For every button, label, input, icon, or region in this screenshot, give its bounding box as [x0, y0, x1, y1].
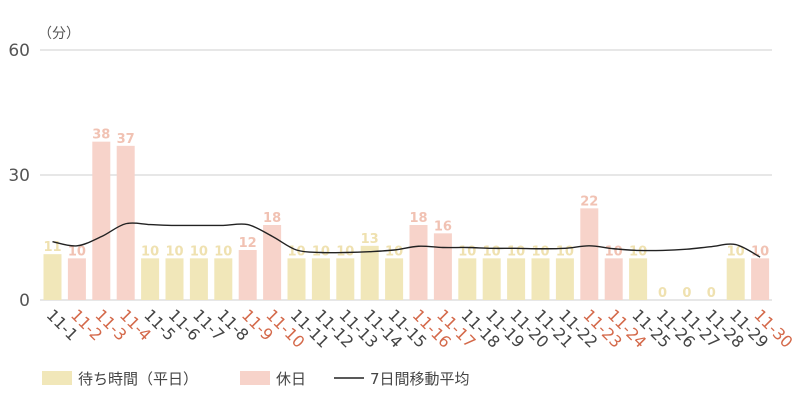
data-label-11-4: 37 [117, 132, 135, 147]
bar-11-15 [385, 258, 404, 300]
bar-11-4 [116, 145, 135, 300]
data-label-11-19: 10 [483, 244, 501, 259]
bar-11-23 [580, 208, 599, 300]
unit-label: （分） [38, 26, 80, 42]
legend-label-moving-average: 7日間移動平均 [370, 370, 470, 388]
bar-11-6 [165, 258, 184, 300]
bar-11-7 [189, 258, 208, 300]
bar-11-29 [726, 258, 745, 300]
data-label-11-29: 10 [727, 244, 745, 259]
data-label-11-27: 0 [682, 286, 691, 301]
data-label-11-1: 11 [43, 240, 61, 255]
y-tick-60: 60 [8, 41, 30, 61]
bar-11-25 [629, 258, 648, 300]
data-label-11-22: 10 [556, 244, 574, 259]
bar-11-9 [238, 250, 257, 300]
data-label-11-7: 10 [190, 244, 208, 259]
x-axis-ticks: 11-111-211-311-411-511-611-711-811-911-1… [43, 305, 797, 351]
data-label-11-17: 16 [434, 219, 452, 234]
data-label-11-6: 10 [165, 244, 183, 259]
bar-11-16 [409, 225, 428, 300]
bar-11-18 [458, 258, 477, 300]
bar-11-19 [482, 258, 501, 300]
data-label-11-14: 13 [361, 232, 379, 247]
legend-swatch-weekday [42, 371, 72, 385]
bar-11-10 [263, 225, 282, 300]
legend-label-holiday: 休日 [276, 370, 306, 388]
bar-11-8 [214, 258, 233, 300]
data-label-11-3: 38 [92, 128, 110, 143]
data-label-11-26: 0 [658, 286, 667, 301]
data-label-11-30: 10 [751, 244, 769, 259]
bar-11-13 [336, 258, 355, 300]
moving-average-line [52, 222, 761, 258]
data-label-11-20: 10 [507, 244, 525, 259]
bars [43, 141, 770, 300]
y-axis-ticks: 0 30 60 [8, 41, 30, 311]
bar-11-24 [604, 258, 623, 300]
y-tick-0: 0 [19, 291, 30, 311]
legend: 待ち時間（平日） 休日 7日間移動平均 [42, 370, 470, 388]
bar-11-11 [287, 258, 306, 300]
bar-11-17 [433, 233, 452, 300]
data-label-11-10: 18 [263, 211, 281, 226]
data-label-11-9: 12 [239, 236, 257, 251]
data-label-11-2: 10 [68, 244, 86, 259]
bar-11-21 [531, 258, 550, 300]
bar-11-3 [92, 141, 111, 300]
y-tick-30: 30 [8, 166, 30, 186]
legend-swatch-holiday [240, 371, 270, 385]
legend-label-weekday: 待ち時間（平日） [78, 370, 198, 388]
grid-lines [40, 49, 772, 301]
data-label-11-15: 10 [385, 244, 403, 259]
data-label-11-21: 10 [531, 244, 549, 259]
bar-11-5 [141, 258, 160, 300]
bar-11-12 [311, 258, 330, 300]
bar-11-22 [555, 258, 574, 300]
bar-11-14 [360, 245, 379, 300]
data-label-11-24: 10 [605, 244, 623, 259]
data-label-11-16: 18 [409, 211, 427, 226]
data-label-11-28: 0 [707, 286, 716, 301]
data-label-11-8: 10 [214, 244, 232, 259]
bar-11-1 [43, 254, 62, 300]
data-label-11-18: 10 [458, 244, 476, 259]
bar-11-20 [507, 258, 526, 300]
data-label-11-23: 22 [580, 194, 598, 209]
bar-11-2 [67, 258, 86, 300]
data-label-11-25: 10 [629, 244, 647, 259]
bar-11-30 [751, 258, 770, 300]
data-label-11-5: 10 [141, 244, 159, 259]
